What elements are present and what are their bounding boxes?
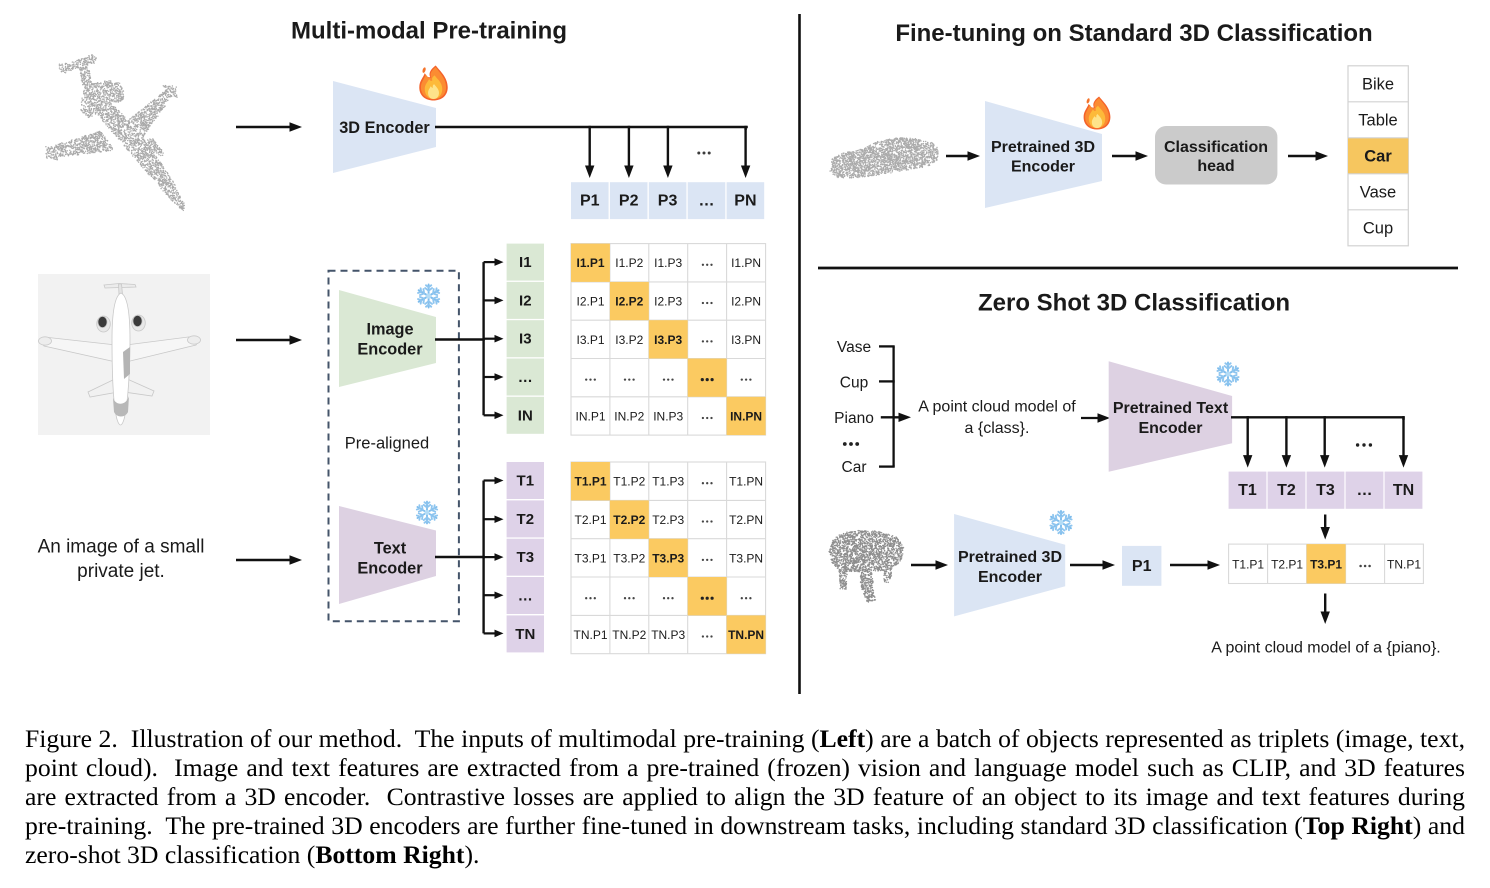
- svg-text:T1.PN: T1.PN: [729, 475, 763, 489]
- svg-text:Image: Image: [366, 321, 413, 339]
- svg-text:I2: I2: [519, 292, 532, 309]
- svg-text:T3.P1: T3.P1: [574, 551, 606, 565]
- svg-text:Multi-modal Pre-training: Multi-modal Pre-training: [291, 18, 567, 45]
- svg-text:Cup: Cup: [1363, 219, 1393, 237]
- svg-text:Encoder: Encoder: [1011, 159, 1075, 176]
- svg-text:3D Encoder: 3D Encoder: [339, 119, 430, 137]
- svg-text:T3.P3: T3.P3: [652, 551, 684, 565]
- svg-text:Vase: Vase: [837, 339, 871, 356]
- svg-text:I1: I1: [519, 254, 532, 271]
- svg-text:T2.P1: T2.P1: [1271, 557, 1303, 571]
- svg-text:TN.P1: TN.P1: [573, 628, 607, 642]
- svg-text:TN: TN: [1393, 482, 1414, 499]
- svg-text:IN.P1: IN.P1: [575, 410, 605, 424]
- svg-text:I3.PN: I3.PN: [731, 333, 761, 347]
- svg-text:TN.P3: TN.P3: [651, 628, 685, 642]
- svg-text:Car: Car: [842, 459, 867, 476]
- svg-text:Zero Shot 3D Classification: Zero Shot 3D Classification: [978, 290, 1290, 317]
- svg-text:T1.P2: T1.P2: [613, 475, 645, 489]
- svg-text:P3: P3: [658, 193, 678, 210]
- svg-text:T1: T1: [1238, 482, 1257, 499]
- svg-text:I2.P3: I2.P3: [654, 295, 682, 309]
- svg-text:P2: P2: [619, 193, 639, 210]
- svg-text:IN: IN: [518, 407, 533, 424]
- svg-text:I2.P1: I2.P1: [576, 295, 604, 309]
- svg-text:Cup: Cup: [840, 375, 868, 392]
- svg-text:Pretrained 3D: Pretrained 3D: [958, 549, 1062, 566]
- svg-text:T2: T2: [1277, 482, 1296, 499]
- svg-text:IN.P3: IN.P3: [653, 410, 683, 424]
- svg-text:I1.P2: I1.P2: [615, 256, 643, 270]
- svg-text:I3.P3: I3.P3: [654, 333, 682, 347]
- svg-text:IN.PN: IN.PN: [730, 410, 762, 424]
- svg-text:P1: P1: [580, 193, 600, 210]
- svg-text:T2: T2: [517, 511, 535, 528]
- svg-text:T3: T3: [517, 549, 535, 566]
- svg-text:T2.PN: T2.PN: [729, 513, 763, 527]
- svg-text:…: …: [699, 193, 715, 210]
- svg-text:Text: Text: [374, 540, 407, 558]
- svg-text:An image of a small: An image of a small: [38, 537, 205, 558]
- svg-text:I1.PN: I1.PN: [731, 256, 761, 270]
- svg-text:Pretrained 3D: Pretrained 3D: [991, 139, 1095, 156]
- svg-text:Vase: Vase: [1360, 183, 1396, 201]
- svg-text:Encoder: Encoder: [1138, 420, 1202, 437]
- svg-text:I1.P3: I1.P3: [654, 256, 682, 270]
- svg-text:A point cloud model of a {pian: A point cloud model of a {piano}.: [1211, 640, 1441, 657]
- svg-text:I2.PN: I2.PN: [731, 295, 761, 309]
- svg-text:P1: P1: [1132, 558, 1152, 575]
- svg-text:…: …: [1357, 482, 1373, 499]
- svg-text:Bike: Bike: [1362, 75, 1394, 93]
- svg-text:Classification: Classification: [1164, 139, 1268, 156]
- svg-text:A point cloud model of: A point cloud model of: [918, 399, 1076, 416]
- svg-text:TN.P2: TN.P2: [612, 628, 646, 642]
- svg-text:TN: TN: [515, 626, 535, 643]
- svg-text:T2.P2: T2.P2: [613, 513, 645, 527]
- svg-text:I1.P1: I1.P1: [576, 256, 604, 270]
- svg-text:T3.PN: T3.PN: [729, 551, 763, 565]
- svg-text:T1.P1: T1.P1: [574, 475, 606, 489]
- svg-text:Pre-aligned: Pre-aligned: [345, 435, 429, 453]
- svg-text:Piano: Piano: [834, 410, 874, 427]
- svg-text:private jet.: private jet.: [77, 561, 165, 582]
- svg-text:T2.P3: T2.P3: [652, 513, 684, 527]
- svg-text:I3.P2: I3.P2: [615, 333, 643, 347]
- svg-text:T1.P3: T1.P3: [652, 475, 684, 489]
- svg-text:a {class}.: a {class}.: [965, 420, 1030, 437]
- svg-text:…: …: [518, 369, 533, 386]
- svg-text:Table: Table: [1358, 111, 1397, 129]
- svg-text:Car: Car: [1364, 147, 1392, 165]
- svg-text:TN.PN: TN.PN: [728, 628, 764, 642]
- svg-text:I3: I3: [519, 331, 532, 348]
- svg-text:T3: T3: [1316, 482, 1335, 499]
- svg-text:T3.P2: T3.P2: [613, 551, 645, 565]
- svg-text:T1: T1: [517, 473, 535, 490]
- svg-text:PN: PN: [734, 193, 756, 210]
- svg-text:T3.P1: T3.P1: [1310, 557, 1342, 571]
- svg-text:TN.P1: TN.P1: [1387, 557, 1421, 571]
- svg-text:Encoder: Encoder: [357, 341, 423, 359]
- svg-text:…: …: [518, 588, 533, 605]
- svg-text:Fine-tuning on Standard 3D Cla: Fine-tuning on Standard 3D Classificatio…: [895, 20, 1372, 47]
- svg-text:I3.P1: I3.P1: [576, 333, 604, 347]
- svg-text:T2.P1: T2.P1: [574, 513, 606, 527]
- svg-text:T1.P1: T1.P1: [1232, 557, 1264, 571]
- svg-text:Encoder: Encoder: [978, 569, 1042, 586]
- svg-text:Encoder: Encoder: [357, 560, 423, 578]
- svg-text:Pretrained Text: Pretrained Text: [1113, 400, 1229, 417]
- svg-text:IN.P2: IN.P2: [614, 410, 644, 424]
- svg-text:I2.P2: I2.P2: [615, 295, 643, 309]
- svg-text:head: head: [1197, 158, 1234, 175]
